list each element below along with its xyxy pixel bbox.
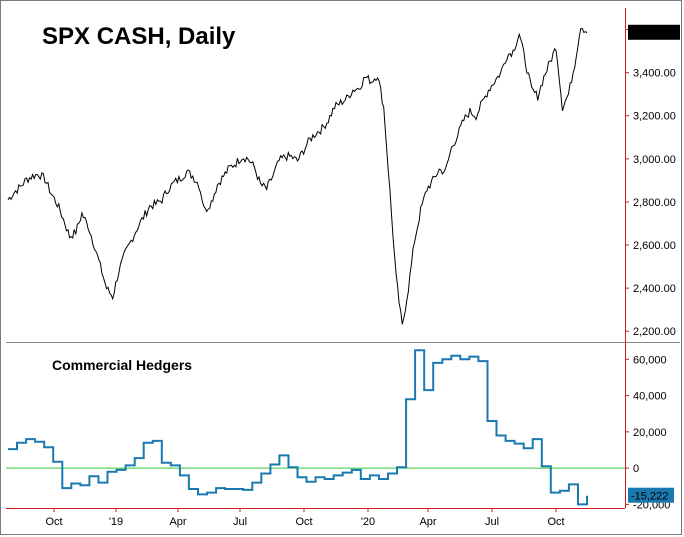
- hedger-tick-label: 60,000: [633, 354, 667, 366]
- time-tick-label: Oct: [547, 516, 564, 528]
- spx-last-value: 3,585.15: [631, 28, 674, 40]
- price-tick-label: 3,200.00: [633, 111, 676, 123]
- time-tick-label: '19: [109, 516, 123, 528]
- price-tick-label: 2,400.00: [633, 283, 676, 295]
- time-tick-label: '20: [361, 516, 375, 528]
- time-tick-label: Oct: [45, 516, 62, 528]
- hedgers-title: Commercial Hedgers: [52, 357, 192, 373]
- time-tick-label: Apr: [419, 516, 436, 528]
- time-tick-label: Jul: [485, 516, 499, 528]
- hedger-tick-label: 40,000: [633, 391, 667, 403]
- price-tick-label: 3,400.00: [633, 68, 676, 80]
- price-tick-label: 2,200.00: [633, 326, 676, 338]
- price-tick-label: 2,600.00: [633, 240, 676, 252]
- time-tick-label: Apr: [169, 516, 186, 528]
- hedgers-line: [8, 349, 588, 506]
- price-tick-label: 2,800.00: [633, 197, 676, 209]
- spx-last-value-box: [628, 24, 680, 40]
- hedger-tick-label: 0: [633, 463, 639, 475]
- chart-title: SPX CASH, Daily: [42, 23, 236, 50]
- hedger-tick-label: 20,000: [633, 427, 667, 439]
- time-tick-label: Oct: [295, 516, 312, 528]
- price-tick-label: 3,000.00: [633, 154, 676, 166]
- hedgers-last-value: -15,222: [631, 491, 668, 503]
- spx-price-line: [7, 28, 588, 325]
- hedgers-last-value-box: [628, 487, 674, 503]
- time-tick-label: Jul: [233, 516, 247, 528]
